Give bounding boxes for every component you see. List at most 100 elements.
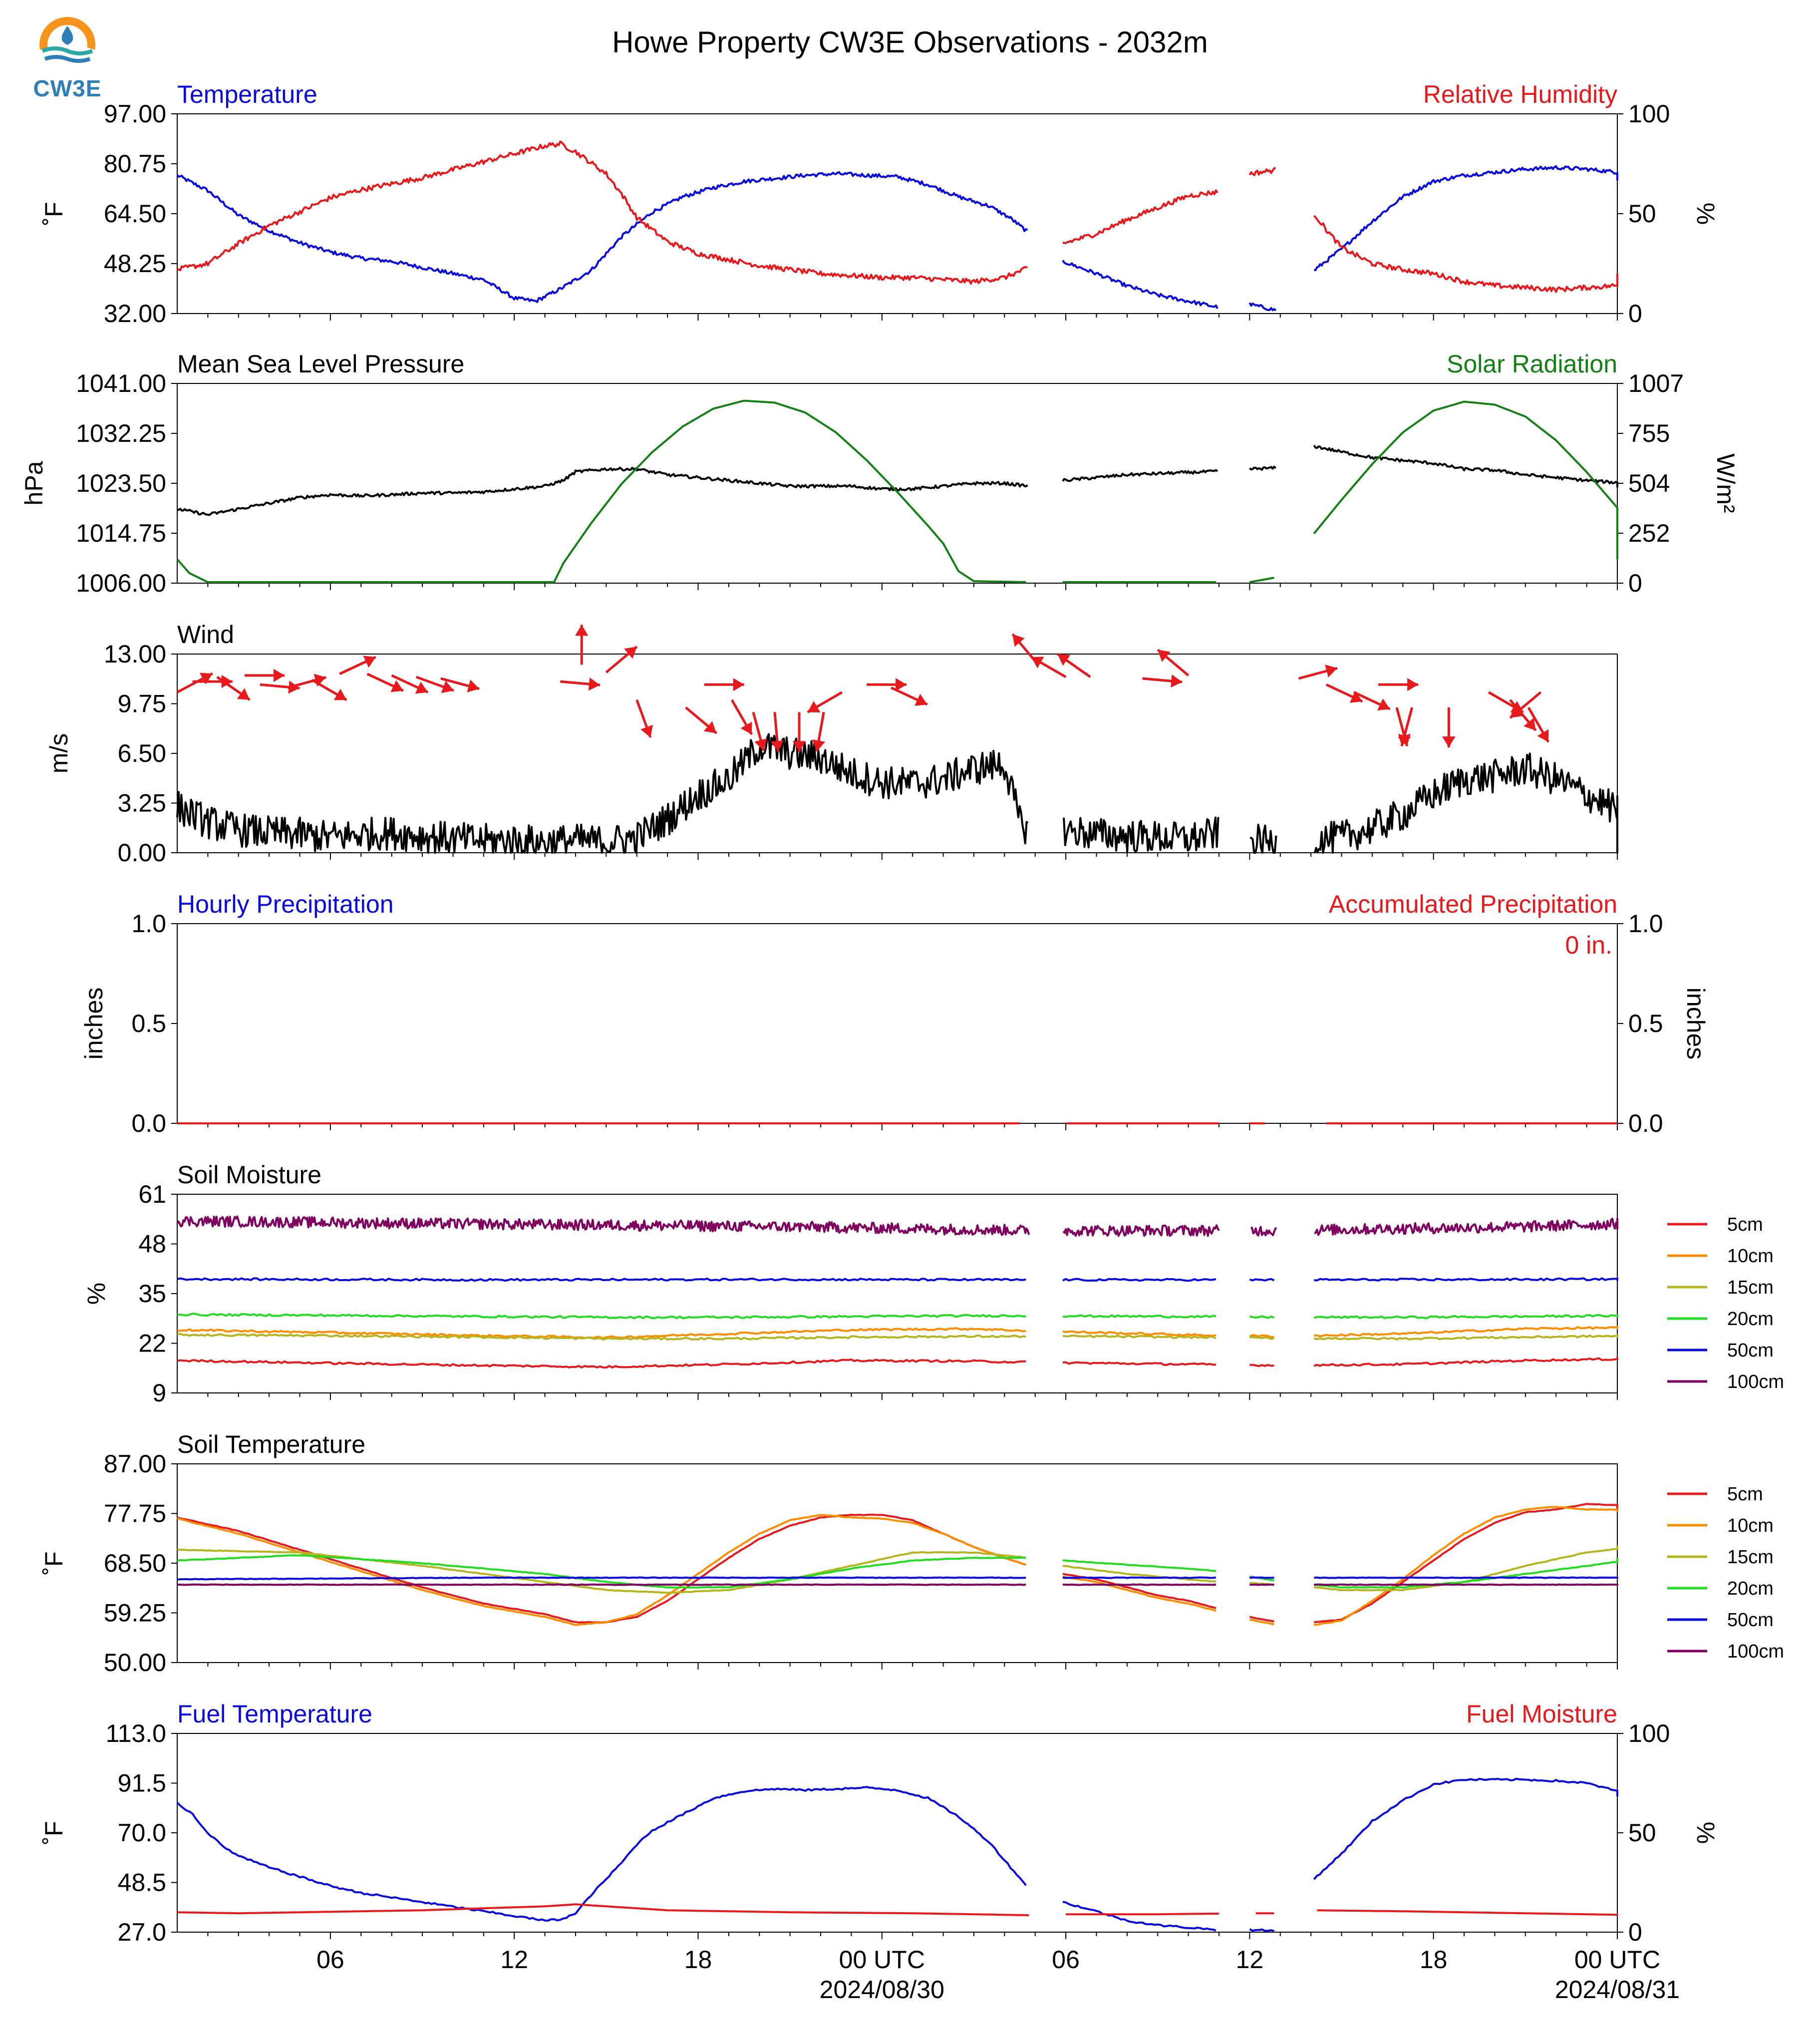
pressure-solar-ytick-label: 1023.50 — [76, 469, 166, 497]
wind-arrow-head-21 — [792, 741, 806, 752]
x-date-label: 2024/08/31 — [1555, 1976, 1680, 2004]
wind-arrow-head-34 — [1407, 678, 1419, 691]
pressure-solar-y2tick-label: 0 — [1628, 569, 1642, 597]
fuel-temp-line — [176, 1777, 1618, 1932]
wind-arrow-head-39 — [1523, 717, 1536, 731]
soil-moisture-50cm — [177, 1277, 1618, 1282]
fuel-ylabel: ˚F — [40, 1821, 68, 1844]
pressure-solar-frame — [177, 383, 1618, 584]
soil-temp-legend-15cm: 15cm — [1727, 1547, 1774, 1568]
wind-arrow-head-30 — [1158, 650, 1171, 662]
soil-moisture-legend-5cm: 5cm — [1727, 1214, 1763, 1235]
temperature-line — [176, 165, 1618, 312]
precip-right-title: Accumulated Precipitation — [1329, 890, 1617, 918]
fuel-left-title: Fuel Temperature — [177, 1700, 372, 1728]
wind-arrow-head-13 — [575, 625, 589, 636]
soil-temp-20cm — [177, 1554, 1618, 1589]
soil-moisture-legend-100cm: 100cm — [1727, 1371, 1784, 1392]
temp-rh-frame — [177, 113, 1618, 314]
x-date-label: 2024/08/30 — [820, 1976, 944, 2004]
soil-moisture-left-title: Soil Moisture — [177, 1161, 321, 1189]
fuel-y2tick-label: 100 — [1628, 1719, 1670, 1747]
wind-ylabel: m/s — [45, 733, 73, 774]
wind-arrow-head-28 — [1057, 654, 1071, 666]
temp-rh-right-title: Relative Humidity — [1423, 80, 1617, 108]
pressure-solar-ytick-label: 1041.00 — [76, 369, 166, 397]
temp-rh-y2tick-label: 100 — [1628, 100, 1670, 128]
precip-y2tick-label: 0.5 — [1628, 1010, 1663, 1037]
wind-arrow-head-7 — [363, 656, 376, 668]
soil-moisture-ytick-label: 48 — [138, 1230, 166, 1258]
soil-moisture-ylabel: % — [82, 1283, 110, 1305]
soil-temp-left-title: Soil Temperature — [177, 1430, 365, 1458]
soil-temp-legend-20cm: 20cm — [1727, 1578, 1774, 1599]
wind-arrow-head-41 — [1510, 705, 1523, 718]
wind-ytick-label: 13.00 — [104, 640, 166, 668]
soil-moisture-100cm — [176, 1215, 1618, 1237]
soil-temp-ytick-label: 59.25 — [104, 1599, 166, 1627]
x-tick-label: 06 — [1052, 1946, 1080, 1974]
soil-moisture-legend-10cm: 10cm — [1727, 1246, 1774, 1267]
fuel-y2label: % — [1692, 1822, 1720, 1844]
fuel-ytick-label: 91.5 — [118, 1769, 166, 1797]
pressure-line — [177, 444, 1618, 516]
soil-moisture-ytick-label: 9 — [152, 1379, 166, 1407]
soil-moisture-15cm — [177, 1333, 1618, 1341]
wind-arrow-head-10 — [441, 680, 454, 693]
soil-temp-50cm — [177, 1576, 1618, 1581]
soil-temp-ylabel: ˚F — [40, 1551, 68, 1575]
precip-ytick-label: 0.0 — [131, 1109, 166, 1137]
cw3e-logo: CW3E — [30, 15, 105, 105]
precip-y2tick-label: 0.0 — [1628, 1109, 1663, 1137]
soil-temp-legend-100cm: 100cm — [1727, 1641, 1784, 1662]
soil-moisture-ytick-label: 35 — [138, 1280, 166, 1308]
precip-left-title: Hourly Precipitation — [177, 890, 394, 918]
temp-rh-ytick-label: 32.00 — [104, 300, 166, 328]
wind-arrow-head-25 — [914, 693, 927, 706]
x-tick-label: 00 UTC — [839, 1946, 925, 1974]
temp-rh-y2label: % — [1692, 203, 1720, 225]
pressure-solar-ytick-label: 1032.25 — [76, 419, 166, 447]
precip-y2label: inches — [1682, 988, 1710, 1060]
temp-rh-y2tick-label: 0 — [1628, 300, 1642, 328]
fuel-ytick-label: 113.0 — [106, 1719, 166, 1747]
soil-moisture-ytick-label: 61 — [138, 1180, 166, 1208]
wind-arrow-head-9 — [415, 681, 428, 694]
soil-moisture-legend-15cm: 15cm — [1727, 1277, 1774, 1298]
fuel-ytick-label: 70.0 — [118, 1819, 166, 1847]
wind-arrow-head-17 — [733, 678, 744, 691]
x-tick-label: 12 — [500, 1946, 528, 1974]
soil-moisture-legend-50cm: 50cm — [1727, 1340, 1774, 1361]
fuel-frame — [177, 1733, 1618, 1933]
x-tick-label: 12 — [1236, 1946, 1264, 1974]
wind-arrow-head-36 — [1398, 733, 1411, 746]
pressure-solar-y2label: W/m² — [1712, 453, 1740, 513]
wind-ytick-label: 9.75 — [118, 690, 166, 718]
precip-frame — [177, 923, 1618, 1124]
soil-moisture-20cm — [177, 1313, 1618, 1320]
wind-arrow-head-29 — [1171, 674, 1183, 688]
wind-arrow-head-32 — [1349, 690, 1363, 703]
wind-arrow-head-16 — [703, 721, 717, 733]
humidity-line — [177, 140, 1618, 293]
wind-arrow-head-19 — [754, 738, 767, 751]
wind-arrow-head-18 — [740, 721, 752, 735]
wind-left-title: Wind — [177, 621, 234, 649]
soil-temp-ytick-label: 77.75 — [104, 1500, 166, 1528]
pressure-solar-ylabel: hPa — [20, 461, 48, 505]
wind-arrow-head-3 — [274, 669, 285, 682]
wind-arrow-head-15 — [640, 724, 653, 738]
precip-y2tick-label: 1.0 — [1628, 910, 1663, 938]
x-tick-label: 06 — [316, 1946, 344, 1974]
temp-rh-ytick-label: 80.75 — [104, 150, 166, 178]
soil-temp-ytick-label: 68.50 — [104, 1549, 166, 1577]
fuel-right-title: Fuel Moisture — [1466, 1700, 1617, 1728]
temp-rh-left-title: Temperature — [177, 80, 317, 108]
fuel-y2tick-label: 0 — [1628, 1918, 1642, 1946]
fuel-ytick-label: 27.0 — [118, 1918, 166, 1946]
soil-moisture-ytick-label: 22 — [138, 1330, 166, 1357]
precip-annotation: 0 in. — [1565, 931, 1612, 959]
wind-arrow-head-23 — [807, 701, 821, 712]
pressure-solar-y2tick-label: 755 — [1628, 419, 1670, 447]
